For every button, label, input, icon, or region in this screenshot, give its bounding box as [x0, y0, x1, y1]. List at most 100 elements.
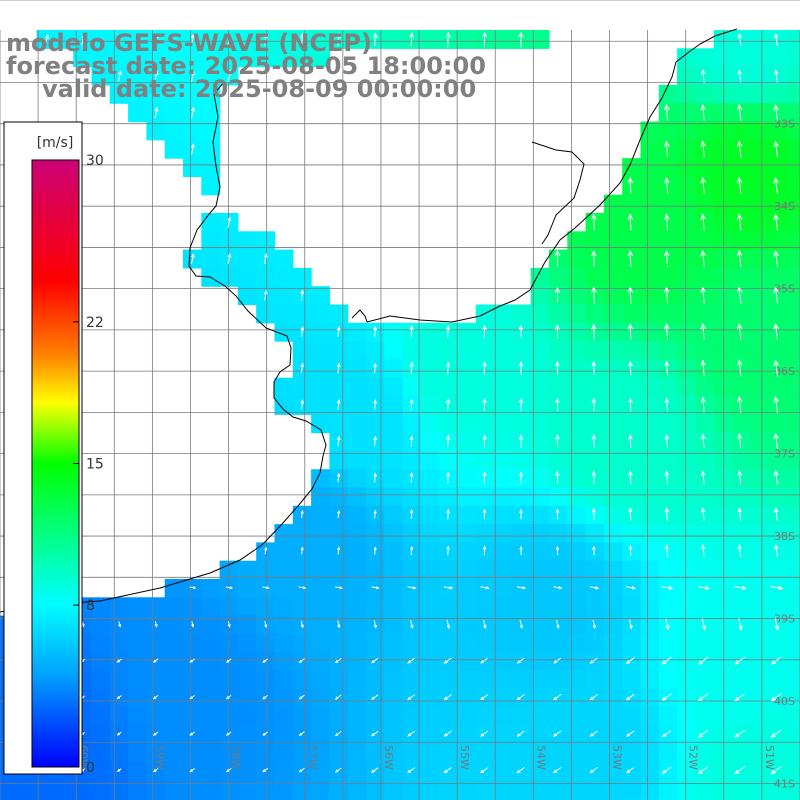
- wind-speed-cell: [585, 396, 605, 415]
- wind-speed-cell: [549, 743, 568, 763]
- wind-speed-cell: [439, 469, 459, 489]
- wind-speed-cell: [622, 450, 642, 470]
- wind-speed-cell: [475, 414, 495, 434]
- wind-speed-cell: [384, 505, 404, 525]
- wind-arrow: [697, 585, 711, 591]
- wind-speed-cell: [494, 707, 513, 726]
- wind-speed-cell: [183, 743, 202, 763]
- wind-speed-cell: [549, 249, 568, 269]
- wind-speed-cell: [347, 743, 367, 763]
- wind-speed-cell: [640, 396, 660, 415]
- wind-speed-cell: [640, 505, 660, 525]
- wind-speed-cell: [786, 139, 800, 159]
- wind-speed-cell: [91, 48, 111, 68]
- wind-speed-cell: [786, 505, 800, 525]
- wind-arrow: [664, 507, 670, 521]
- wind-speed-cell: [475, 341, 495, 360]
- wind-arrow: [482, 361, 487, 375]
- wind-speed-cell: [622, 377, 642, 397]
- wind-speed-cell: [658, 249, 678, 269]
- wind-speed-cell: [237, 762, 257, 781]
- wind-speed-cell: [183, 158, 202, 177]
- wind-speed-cell: [512, 469, 532, 489]
- wind-speed-cell: [713, 432, 733, 452]
- wind-speed-cell: [512, 322, 532, 342]
- wind-speed-cell: [164, 615, 184, 635]
- wind-speed-cell: [640, 707, 660, 726]
- colorbar-tick-label: 22: [86, 315, 104, 331]
- wind-speed-cell: [347, 560, 367, 580]
- wind-speed-cell: [750, 231, 770, 251]
- wind-speed-cell: [164, 633, 184, 653]
- wind-speed-cell: [164, 121, 184, 141]
- wind-speed-cell: [585, 597, 605, 617]
- wind-arrow: [737, 32, 743, 47]
- wind-speed-cell: [585, 560, 605, 580]
- latitude-label: 41S: [774, 778, 795, 791]
- wind-speed-cell: [530, 688, 550, 708]
- wind-speed-cell: [347, 450, 367, 470]
- wind-speed-cell: [695, 176, 715, 196]
- wind-speed-cell: [366, 780, 385, 800]
- wind-speed-cell: [512, 505, 532, 525]
- wind-speed-cell: [73, 780, 93, 800]
- wind-arrow: [700, 322, 707, 341]
- wind-arrow: [409, 472, 414, 483]
- wind-arrow: [661, 693, 672, 701]
- wind-arrow: [298, 586, 307, 590]
- wind-speed-cell: [457, 505, 477, 525]
- wind-speed-cell: [695, 597, 715, 617]
- wind-speed-cell: [366, 688, 385, 708]
- wind-speed-cell: [512, 780, 532, 800]
- wind-speed-cell: [91, 743, 111, 763]
- wind-speed-cell: [713, 121, 733, 141]
- wind-speed-cell: [603, 267, 623, 287]
- wind-arrow: [370, 767, 379, 773]
- wind-speed-cell: [347, 30, 367, 49]
- wind-speed-cell: [530, 780, 550, 800]
- wind-speed-cell: [768, 798, 788, 800]
- wind-speed-cell: [201, 798, 221, 800]
- wind-arrow: [373, 362, 378, 374]
- wind-speed-cell: [457, 670, 477, 690]
- wind-arrow: [300, 399, 305, 410]
- wind-arrow: [300, 326, 305, 337]
- wind-speed-cell: [750, 121, 770, 141]
- wind-speed-cell: [347, 414, 367, 434]
- wind-speed-cell: [164, 707, 184, 726]
- wind-speed-cell: [237, 688, 257, 708]
- colorbar-unit-label: [m/s]: [37, 135, 74, 151]
- wind-arrow: [738, 618, 743, 631]
- wind-speed-cell: [658, 231, 678, 251]
- wind-speed-cell: [713, 103, 733, 123]
- wind-arrow: [589, 657, 598, 664]
- wind-speed-cell: [457, 432, 477, 452]
- wind-arrow: [189, 767, 195, 773]
- wind-speed-cell: [786, 707, 800, 726]
- wind-speed-cell: [292, 780, 312, 800]
- wind-speed-cell: [713, 487, 733, 507]
- wind-arrow: [627, 323, 634, 340]
- wind-speed-cell: [530, 487, 550, 507]
- model-title: modelo GEFS-WAVE (NCEP): [6, 29, 372, 57]
- wind-speed-cell: [54, 780, 74, 800]
- wind-speed-cell: [366, 670, 385, 690]
- wind-speed-cell: [732, 725, 751, 745]
- wind-speed-cell: [732, 524, 751, 543]
- wind-speed-cell: [622, 469, 642, 489]
- wind-speed-cell: [713, 414, 733, 434]
- wind-speed-cell: [91, 725, 111, 745]
- wind-speed-cell: [512, 304, 532, 324]
- wind-speed-cell: [640, 487, 660, 507]
- wind-speed-cell: [311, 524, 330, 543]
- wind-speed-cell: [347, 688, 367, 708]
- wind-arrow: [409, 545, 414, 556]
- wind-arrow: [117, 33, 122, 46]
- wind-speed-cell: [402, 359, 422, 379]
- wind-speed-cell: [146, 84, 166, 104]
- wind-speed-cell: [292, 707, 312, 726]
- wind-arrow: [443, 766, 452, 774]
- wind-speed-cell: [475, 670, 495, 690]
- wind-speed-cell: [347, 487, 367, 507]
- wind-speed-cell: [494, 377, 513, 397]
